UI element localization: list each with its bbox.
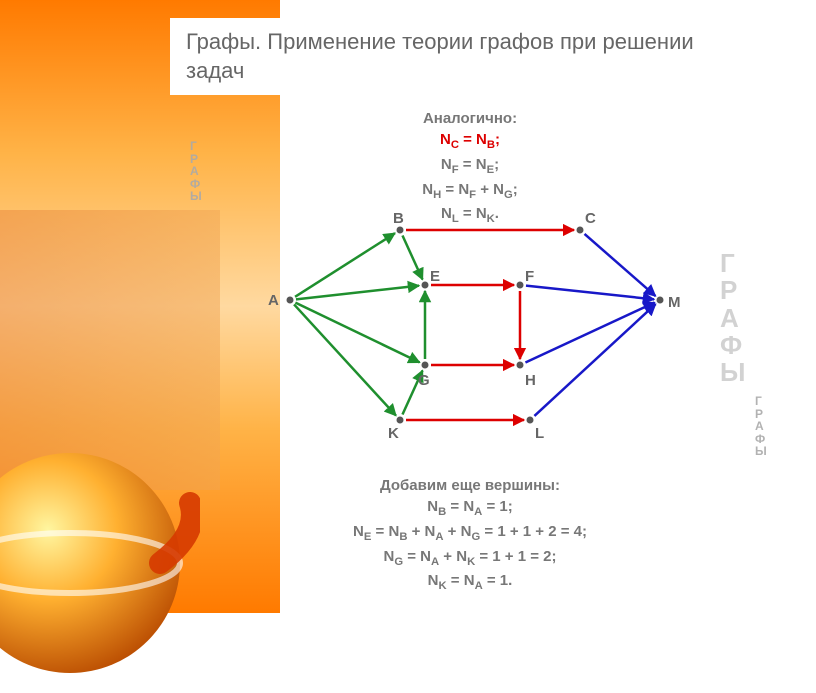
node-dot [397,417,404,424]
node-label-B: B [393,210,404,227]
node-dot [577,227,584,234]
edge [294,304,396,415]
decor-sphere [0,433,200,693]
node-label-A: A [268,292,279,309]
node-dot [422,282,429,289]
bg-word-small-2: Г Р А Ф Ы [755,395,767,458]
node-dot [287,297,294,304]
node-dot [517,362,524,369]
bg-word-big: Г Р А Ф Ы [720,250,745,386]
node-label-F: F [525,268,534,285]
node-label-E: E [430,268,440,285]
node-label-G: G [418,372,430,389]
node-dot [397,227,404,234]
node-dot [527,417,534,424]
block1-heading: Аналогично: [330,108,610,129]
page-title: Графы. Применение теории графов при реше… [170,18,722,95]
edge [534,304,655,416]
node-dot [517,282,524,289]
edge [295,303,419,363]
node-label-M: M [668,294,681,311]
node-dot [422,362,429,369]
node-label-L: L [535,425,544,442]
edge [296,286,419,300]
edge [525,303,654,363]
formula-line: NB = NA = 1; [250,496,690,521]
formula-line: NE = NB + NA + NG = 1 + 1 + 2 = 4; [250,521,690,546]
node-label-C: C [585,210,596,227]
formula-line: NC = NB; [330,129,610,154]
formula-line: NF = NE; [330,154,610,179]
edge [402,235,422,279]
edge [585,234,656,296]
formula-line: NG = NA + NK = 1 + 1 = 2; [250,546,690,571]
node-label-K: K [388,425,399,442]
node-dot [657,297,664,304]
node-label-H: H [525,372,536,389]
edge [295,233,395,297]
formula-line: NK = NA = 1. [250,570,690,595]
block2-heading: Добавим еще вершины: [250,475,690,496]
bg-word-small-1: Г Р А Ф Ы [190,140,202,203]
edge [526,286,654,300]
graph-diagram: A B C E F G H K L M [260,200,700,450]
formula-block-bottom: Добавим еще вершины: NB = NA = 1;NE = NB… [250,475,690,595]
